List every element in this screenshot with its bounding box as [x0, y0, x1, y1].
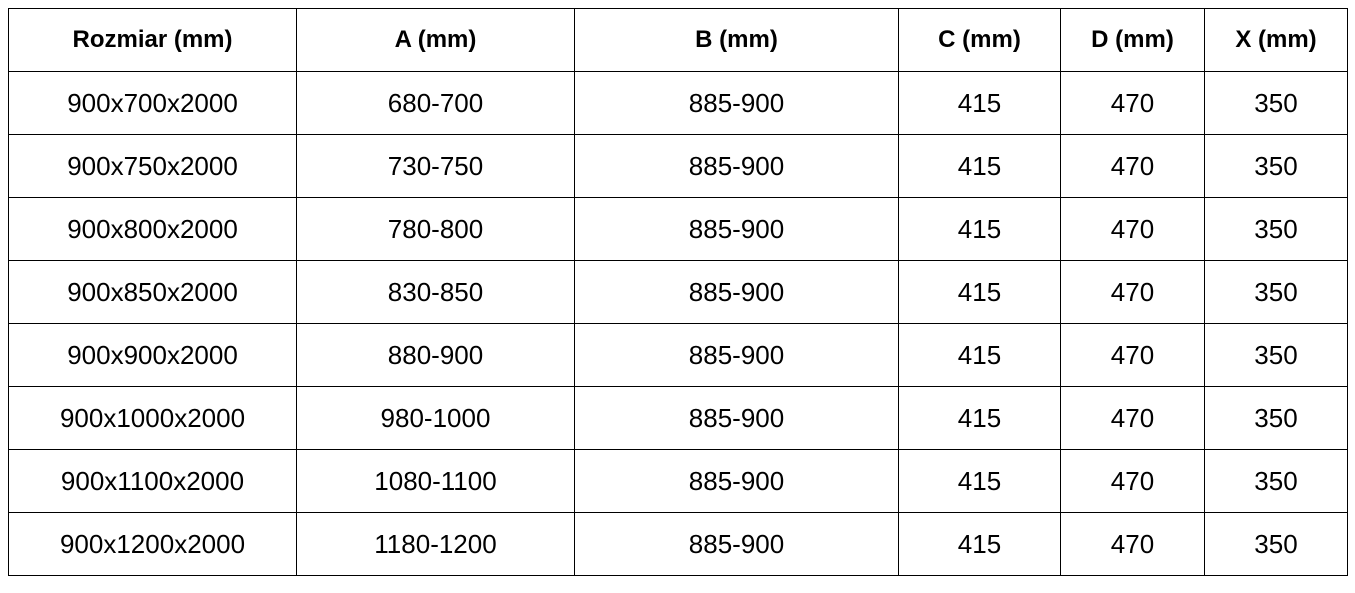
table-cell: 885-900 [574, 197, 899, 261]
table-cell: 415 [898, 197, 1061, 261]
table-cell: 415 [898, 71, 1061, 135]
table-cell: 880-900 [296, 323, 575, 387]
table-cell: 350 [1204, 71, 1348, 135]
table-cell: 900x750x2000 [8, 134, 297, 198]
table-cell: 470 [1060, 134, 1205, 198]
table-row: 900x800x2000 780-800 885-900 415 470 350 [8, 197, 1348, 261]
table-cell: 900x850x2000 [8, 260, 297, 324]
table-cell: 900x1000x2000 [8, 386, 297, 450]
table-cell: 885-900 [574, 71, 899, 135]
table-cell: 830-850 [296, 260, 575, 324]
table-cell: 885-900 [574, 386, 899, 450]
column-header: C (mm) [898, 8, 1061, 72]
table-cell: 350 [1204, 134, 1348, 198]
table-cell: 900x1200x2000 [8, 512, 297, 576]
table-row: 900x1200x2000 1180-1200 885-900 415 470 350 [8, 512, 1348, 576]
table-row: 900x750x2000 730-750 885-900 415 470 350 [8, 134, 1348, 198]
table-cell: 470 [1060, 512, 1205, 576]
table-cell: 900x900x2000 [8, 323, 297, 387]
table-cell: 900x700x2000 [8, 71, 297, 135]
table-cell: 350 [1204, 323, 1348, 387]
column-header: A (mm) [296, 8, 575, 72]
table-cell: 470 [1060, 449, 1205, 513]
table-cell: 730-750 [296, 134, 575, 198]
table-cell: 470 [1060, 197, 1205, 261]
table-cell: 470 [1060, 260, 1205, 324]
column-header: Rozmiar (mm) [8, 8, 297, 72]
table-cell: 350 [1204, 386, 1348, 450]
table-cell: 885-900 [574, 134, 899, 198]
table-cell: 980-1000 [296, 386, 575, 450]
column-header: D (mm) [1060, 8, 1205, 72]
table-cell: 415 [898, 386, 1061, 450]
table-cell: 415 [898, 260, 1061, 324]
table-cell: 415 [898, 134, 1061, 198]
table-cell: 350 [1204, 197, 1348, 261]
table-cell: 470 [1060, 71, 1205, 135]
table-cell: 415 [898, 449, 1061, 513]
header-row: Rozmiar (mm) A (mm) B (mm) C (mm) D (mm) X (m… [8, 8, 1348, 72]
table-cell: 885-900 [574, 512, 899, 576]
table-cell: 415 [898, 323, 1061, 387]
table-row: 900x850x2000 830-850 885-900 415 470 350 [8, 260, 1348, 324]
table-row: 900x1100x2000 1080-1100 885-900 415 470 350 [8, 449, 1348, 513]
table-cell: 900x1100x2000 [8, 449, 297, 513]
table-cell: 350 [1204, 260, 1348, 324]
table-cell: 885-900 [574, 260, 899, 324]
table-row: 900x700x2000 680-700 885-900 415 470 350 [8, 71, 1348, 135]
table-cell: 885-900 [574, 323, 899, 387]
table-cell: 1080-1100 [296, 449, 575, 513]
table-cell: 885-900 [574, 449, 899, 513]
table-row: 900x900x2000 880-900 885-900 415 470 350 [8, 323, 1348, 387]
table-cell: 470 [1060, 323, 1205, 387]
column-header: B (mm) [574, 8, 899, 72]
table-cell: 350 [1204, 449, 1348, 513]
table-cell: 680-700 [296, 71, 575, 135]
table-cell: 780-800 [296, 197, 575, 261]
table-cell: 1180-1200 [296, 512, 575, 576]
table-row: 900x1000x2000 980-1000 885-900 415 470 350 [8, 386, 1348, 450]
table-cell: 415 [898, 512, 1061, 576]
column-header: X (mm) [1204, 8, 1348, 72]
table-cell: 470 [1060, 386, 1205, 450]
table-cell: 900x800x2000 [8, 197, 297, 261]
dimensions-table: Rozmiar (mm) A (mm) B (mm) C (mm) D (mm) X (m… [8, 8, 1348, 576]
table-cell: 350 [1204, 512, 1348, 576]
